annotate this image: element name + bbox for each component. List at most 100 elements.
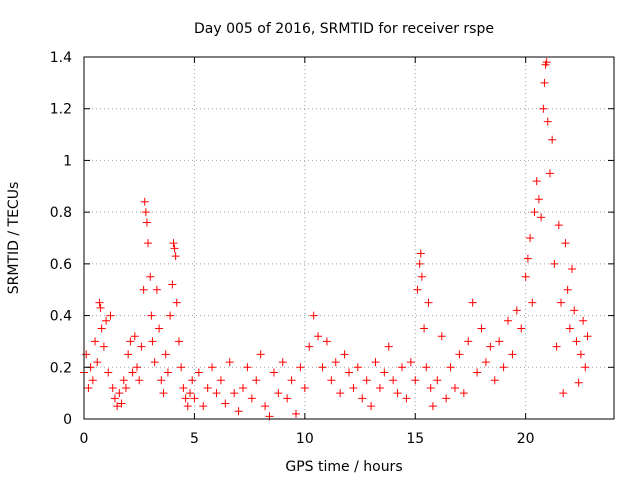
data-point xyxy=(296,363,305,372)
data-point xyxy=(375,383,384,392)
y-tick-label: 1 xyxy=(63,153,72,169)
data-point xyxy=(161,350,170,359)
data-point xyxy=(477,324,486,333)
data-point xyxy=(539,104,548,113)
data-point xyxy=(468,298,477,307)
data-point xyxy=(115,389,124,398)
data-point xyxy=(269,368,278,377)
data-point xyxy=(171,252,180,261)
data-point xyxy=(169,239,178,248)
data-point xyxy=(422,363,431,372)
data-point xyxy=(424,298,433,307)
data-point xyxy=(91,337,100,346)
y-tick-label: 1.2 xyxy=(50,102,72,118)
data-point xyxy=(135,376,144,385)
data-point xyxy=(550,259,559,268)
data-point xyxy=(416,249,425,258)
data-point xyxy=(548,135,557,144)
data-point xyxy=(486,342,495,351)
data-point xyxy=(398,363,406,372)
data-point xyxy=(559,389,568,398)
data-point xyxy=(305,342,314,351)
data-point xyxy=(481,358,490,367)
data-point xyxy=(147,311,156,320)
data-point xyxy=(142,218,151,227)
data-point xyxy=(124,350,133,359)
data-point xyxy=(121,383,130,392)
data-point xyxy=(188,376,197,385)
data-point xyxy=(526,234,535,242)
data-point xyxy=(157,376,166,385)
data-point xyxy=(336,389,345,398)
data-point xyxy=(508,350,517,359)
data-point xyxy=(537,213,546,222)
data-point xyxy=(194,368,203,377)
chart-title: Day 005 of 2016, SRMTID for receiver rsp… xyxy=(194,21,494,37)
data-point xyxy=(331,358,340,367)
data-point xyxy=(119,376,128,385)
data-point xyxy=(208,363,217,372)
data-point xyxy=(128,368,137,377)
data-point xyxy=(428,402,437,411)
data-point xyxy=(172,298,181,307)
data-point xyxy=(126,337,135,346)
data-point xyxy=(552,342,561,351)
data-point xyxy=(278,358,287,367)
data-point xyxy=(534,195,543,204)
data-point xyxy=(309,311,318,320)
data-point xyxy=(442,394,451,403)
data-point xyxy=(459,389,468,398)
data-point xyxy=(168,280,177,289)
data-point xyxy=(353,363,362,372)
data-point xyxy=(406,358,415,367)
data-point xyxy=(252,376,261,385)
data-point xyxy=(152,285,161,294)
data-point xyxy=(437,332,446,341)
data-point xyxy=(181,394,190,403)
data-point xyxy=(183,402,192,411)
data-point xyxy=(300,383,309,392)
data-point xyxy=(411,376,420,385)
x-tick-label: 5 xyxy=(190,431,199,447)
data-point xyxy=(561,239,570,248)
y-tick-label: 1.4 xyxy=(50,50,72,66)
data-point xyxy=(530,208,539,217)
data-point xyxy=(221,399,230,408)
data-point xyxy=(234,407,243,416)
data-point xyxy=(144,239,153,248)
data-point xyxy=(464,337,473,346)
data-point xyxy=(417,272,426,281)
data-point xyxy=(579,316,588,325)
data-point xyxy=(523,254,532,263)
data-point xyxy=(110,394,119,403)
data-point xyxy=(371,358,380,367)
data-point xyxy=(570,306,579,315)
data-point xyxy=(292,409,300,418)
data-point xyxy=(243,363,252,372)
data-point xyxy=(179,383,188,392)
data-point xyxy=(345,368,353,377)
data-point xyxy=(186,389,194,398)
data-point xyxy=(170,244,179,253)
data-point xyxy=(380,368,389,377)
data-point xyxy=(512,306,521,315)
data-point xyxy=(102,316,111,325)
data-point xyxy=(106,311,115,320)
data-point xyxy=(557,298,565,307)
data-point xyxy=(247,394,256,403)
data-point xyxy=(495,337,504,346)
data-point xyxy=(358,394,367,403)
data-point xyxy=(532,177,541,186)
data-point xyxy=(433,376,442,385)
data-point xyxy=(420,324,429,333)
data-point xyxy=(543,117,552,126)
y-tick-label: 0.8 xyxy=(50,205,72,221)
data-point xyxy=(583,332,592,341)
data-point xyxy=(117,399,126,408)
data-point xyxy=(239,383,247,392)
data-point xyxy=(521,272,530,281)
data-point xyxy=(576,350,585,359)
data-point xyxy=(563,285,572,294)
data-point xyxy=(340,350,349,359)
data-point xyxy=(517,324,526,333)
